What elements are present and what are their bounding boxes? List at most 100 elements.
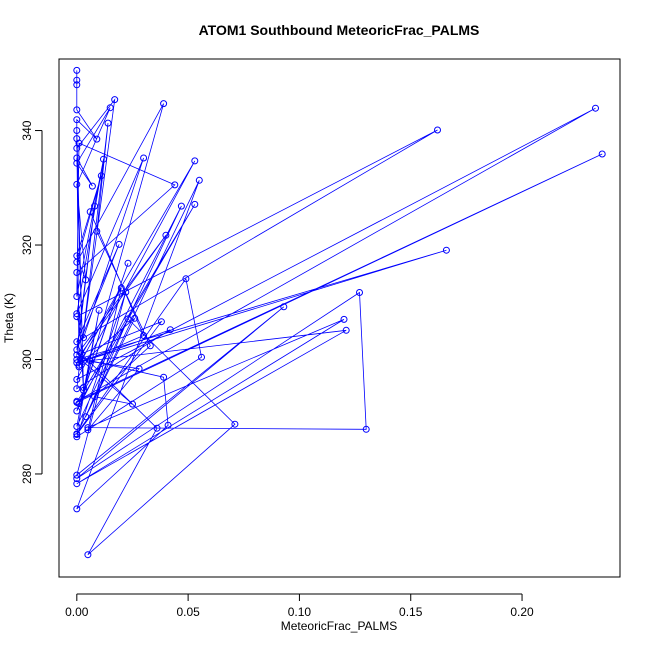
- data-point: [91, 202, 99, 210]
- data-point: [598, 150, 606, 158]
- data-point: [80, 384, 87, 391]
- data-point: [80, 357, 87, 365]
- series-line: [75, 70, 603, 555]
- plot-frame: [58, 58, 621, 578]
- data-point: [195, 176, 203, 184]
- data-point: [124, 259, 132, 267]
- data-point: [73, 338, 81, 346]
- data-point: [191, 157, 199, 165]
- data-point: [73, 423, 81, 430]
- data-point: [153, 424, 161, 432]
- data-point: [160, 100, 168, 108]
- y-axis: 280 300 320 340: [20, 120, 43, 484]
- data-point: [75, 139, 83, 147]
- data-point: [73, 293, 81, 300]
- chart-title: ATOM1 Southbound MeteoricFrac_PALMS: [199, 22, 480, 38]
- data-point: [73, 116, 81, 124]
- y-tick-label: 320: [20, 235, 34, 255]
- data-point: [93, 227, 101, 235]
- data-point: [75, 400, 83, 408]
- data-point: [84, 426, 92, 434]
- y-tick-label: 300: [20, 349, 34, 369]
- data-point: [129, 400, 136, 408]
- data-point: [73, 258, 81, 266]
- data-point: [84, 424, 92, 432]
- data-point: [73, 431, 81, 438]
- data-point: [106, 104, 114, 112]
- data-point: [140, 154, 148, 162]
- data-point: [356, 289, 363, 296]
- data-point: [86, 357, 94, 365]
- data-point: [73, 346, 81, 354]
- data-point: [88, 182, 96, 190]
- data-point: [191, 200, 199, 208]
- data-point: [124, 315, 132, 323]
- data-point: [117, 284, 125, 292]
- data-point: [280, 303, 288, 311]
- data-point: [340, 315, 348, 323]
- y-tick-label: 280: [20, 464, 34, 484]
- data-point: [166, 326, 174, 334]
- data-point: [177, 202, 185, 210]
- data-point: [73, 505, 81, 513]
- data-point: [73, 385, 81, 393]
- data-point: [86, 208, 94, 216]
- data-point: [80, 334, 87, 342]
- data-point: [82, 276, 90, 284]
- data-point: [73, 76, 81, 84]
- x-tick-label: 0.20: [510, 605, 534, 619]
- data-point: [160, 373, 168, 381]
- data-point: [100, 155, 107, 163]
- data-point: [131, 314, 139, 322]
- data-point: [73, 154, 81, 162]
- data-point: [73, 66, 81, 74]
- data-point: [73, 310, 81, 318]
- data-point: [198, 353, 205, 361]
- data-point: [82, 413, 90, 421]
- data-point: [122, 288, 130, 296]
- x-tick-label: 0.15: [399, 605, 423, 619]
- y-axis-label: Theta (K): [2, 293, 16, 343]
- data-point: [73, 269, 81, 276]
- data-point: [146, 342, 154, 350]
- data-point: [73, 407, 81, 415]
- series-layer: [73, 66, 606, 559]
- data-point: [93, 135, 101, 143]
- data-point: [73, 127, 81, 134]
- data-point: [442, 246, 450, 254]
- data-point: [135, 365, 143, 373]
- data-point: [73, 313, 81, 321]
- data-point: [157, 318, 165, 326]
- data-point: [73, 376, 81, 383]
- data-point: [104, 119, 112, 127]
- x-tick-label: 0.00: [65, 605, 89, 619]
- data-point: [231, 420, 239, 428]
- data-point: [73, 159, 81, 167]
- data-point: [73, 433, 81, 441]
- x-axis-label: MeteoricFrac_PALMS: [281, 619, 397, 633]
- data-point: [84, 551, 92, 559]
- data-point: [342, 326, 350, 334]
- x-tick-label: 0.10: [288, 605, 312, 619]
- data-point: [73, 471, 81, 479]
- data-point: [164, 421, 172, 429]
- data-point: [73, 475, 81, 483]
- x-axis: 0.00 0.05 0.10 0.15 0.20: [65, 593, 534, 619]
- data-point: [73, 351, 81, 359]
- x-tick-label: 0.05: [176, 605, 200, 619]
- data-point: [171, 181, 179, 189]
- data-point: [162, 231, 170, 239]
- data-point: [115, 240, 123, 248]
- data-point: [95, 306, 103, 314]
- y-tick-label: 340: [20, 120, 34, 140]
- data-point: [434, 126, 441, 134]
- data-point: [97, 172, 105, 180]
- data-point: [362, 425, 370, 433]
- data-point: [140, 332, 148, 339]
- data-point: [73, 480, 81, 488]
- data-point: [111, 96, 119, 104]
- data-point: [80, 386, 87, 394]
- data-point: [73, 106, 81, 114]
- data-point: [73, 81, 81, 89]
